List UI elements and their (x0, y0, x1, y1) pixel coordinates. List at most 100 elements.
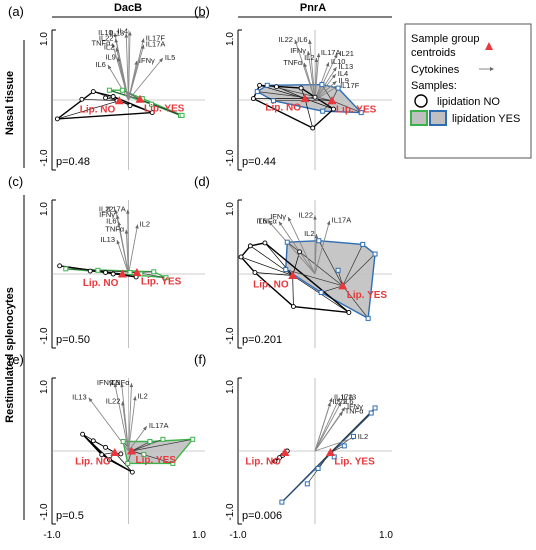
cytokine-arrow-a-5 (107, 64, 129, 101)
point-lip-yes-f-4 (351, 433, 356, 439)
cytokine-arrow-f-5 (314, 411, 344, 452)
panel-f: 1.0 -1.0 -1.0 1.0 (f) p=0.006 IL17AIL22IL13IL6… (194, 352, 393, 541)
y-tick-label-top-a: 1.0 (39, 32, 50, 46)
cytokine-arrowhead-d-2 (288, 217, 292, 222)
cytokine-arrow-a-4 (117, 57, 129, 101)
cytokine-label-c-5: IL17A (106, 205, 126, 214)
legend-centroid-label-2: centroids (411, 47, 456, 59)
cytokine-arrow-f-1 (314, 401, 331, 452)
cytokine-arrowhead-b-4 (316, 53, 321, 58)
centroid-marker-e-0 (110, 447, 120, 456)
cytokine-label-e-6: IL17A (149, 421, 169, 430)
cytokine-label-e-0: IFNγ (97, 378, 113, 387)
cytokine-arrowhead-b-2 (306, 51, 311, 56)
cytokine-arrow-c-6 (128, 224, 139, 275)
cytokine-label-d-4: IL17A (332, 216, 352, 225)
cytokine-arrowhead-a-9 (141, 38, 145, 43)
cytokine-label-b-10: IL9 (339, 76, 349, 85)
cytokine-arrowhead-f-1 (327, 402, 331, 407)
point-lip-no-a-7 (103, 95, 109, 101)
point-lip-no-a-2 (90, 89, 96, 95)
spider-yes-d-6 (321, 285, 343, 293)
legend-lip-no-marker-icon (414, 94, 428, 108)
point-lip-yes-a-0 (106, 87, 112, 93)
cytokine-arrow-b-5 (314, 53, 338, 101)
point-lip-no-d-1 (247, 243, 253, 249)
x-tick-label-left-f: -1.0 (229, 530, 247, 541)
point-lip-yes-d-6 (318, 290, 324, 295)
cytokine-arrowhead-e-5 (133, 396, 137, 401)
y-tick-label-top-d: 1.0 (225, 202, 236, 216)
spider-no-d-3 (254, 272, 293, 276)
cytokine-label-b-4: IL17A (321, 48, 341, 57)
legend-lip-yes-pnra-swatch (429, 110, 447, 126)
centroid-label-c-1: Lip. YES (141, 277, 182, 288)
cytokine-label-d-3: IL22 (298, 211, 313, 220)
spider-yes-a-4 (139, 98, 183, 116)
point-lip-yes-c-4 (163, 275, 169, 281)
point-lip-yes-c-1 (95, 267, 101, 273)
hull-lip-yes-e (122, 438, 195, 465)
point-lip-yes-a-4 (179, 112, 185, 118)
spider-no-b-4 (304, 98, 314, 129)
cytokine-arrowhead-c-3 (124, 229, 129, 234)
cytokine-arrowhead-b-0 (294, 39, 298, 45)
point-lip-yes-f-6 (372, 405, 378, 411)
cytokine-label-c-1: IFNγ (99, 210, 115, 219)
cytokine-label-b-3: TNFα (283, 58, 303, 67)
cytokine-label-b-5: IL21 (339, 49, 354, 58)
cytokine-arrow-b-8 (314, 66, 337, 101)
point-lip-no-e-0 (80, 431, 86, 437)
point-lip-no-e-6 (103, 444, 109, 450)
cytokine-arrowhead-a-3 (115, 47, 119, 52)
point-lip-yes-a-2 (148, 101, 154, 107)
cytokine-label-f-6: IL2 (358, 432, 368, 441)
cytokine-arrowhead-e-1 (120, 383, 124, 388)
centroid-marker-e-1 (127, 446, 137, 455)
point-lip-yes-b-4 (335, 85, 341, 91)
cytokine-label-f-0: IL17A (334, 393, 354, 402)
cytokine-arrow-e-0 (114, 383, 129, 452)
y-tick-label-bottom-f: -1.0 (225, 503, 236, 521)
point-lip-no-b-4 (310, 125, 316, 131)
point-lip-no-c-4 (103, 270, 109, 275)
cytokine-arrow-a-10 (128, 44, 145, 101)
cytokine-arrow-a-7 (125, 33, 129, 101)
spider-yes-d-2 (318, 240, 344, 287)
cytokine-arrowhead-b-8 (332, 67, 337, 72)
legend: Sample group centroids Cytokines Samples… (404, 23, 532, 159)
spider-no-a-5 (119, 100, 153, 113)
cytokine-arrowhead-b-5 (333, 53, 338, 59)
cytokine-arrowhead-d-5 (314, 234, 319, 239)
cytokine-arrow-c-2 (118, 221, 129, 275)
point-lip-yes-f-7 (341, 443, 347, 449)
point-lip-yes-a-1 (119, 87, 125, 93)
panel-b: 1.0 -1.0 (b) p=0.44 IL22 IL6 IFNγ TNFα IL17AIL21… (194, 4, 392, 171)
cytokine-arrow-b-9 (314, 73, 337, 101)
y-tick-label-bottom-d: -1.0 (225, 327, 236, 345)
legend-lip-yes-dacb-swatch (410, 110, 428, 126)
cytokine-arrow-d-4 (314, 220, 331, 275)
point-lip-yes-c-3 (151, 269, 157, 275)
cytokine-label-a-0: IL10 (98, 28, 113, 37)
point-lip-yes-c-2 (127, 270, 133, 276)
cytokine-arrow-b-7 (314, 62, 330, 101)
cytokine-label-a-6: IFNγ (139, 56, 155, 65)
point-lip-yes-b-1 (270, 98, 276, 104)
y-tick-label-bottom-a: -1.0 (39, 149, 50, 167)
p-value-b: p=0.44 (242, 156, 276, 168)
cytokine-label-f-3: IL6 (343, 397, 353, 406)
point-lip-no-d-4 (290, 304, 296, 310)
point-lip-no-d-0 (238, 254, 244, 260)
point-lip-yes-b-0 (254, 89, 260, 95)
y-tick-label-bottom-e: -1.0 (39, 503, 50, 521)
point-lip-no-d-5 (346, 310, 352, 315)
row-title-splenocytes: Restimulated splenocytes (4, 287, 16, 423)
cytokine-arrowhead-d-1 (278, 221, 283, 226)
centroid-marker-d-0 (288, 270, 298, 279)
point-lip-no-c-0 (57, 263, 63, 269)
panel-label-d: (d) (194, 174, 210, 189)
cytokine-arrowhead-a-0 (113, 32, 118, 38)
